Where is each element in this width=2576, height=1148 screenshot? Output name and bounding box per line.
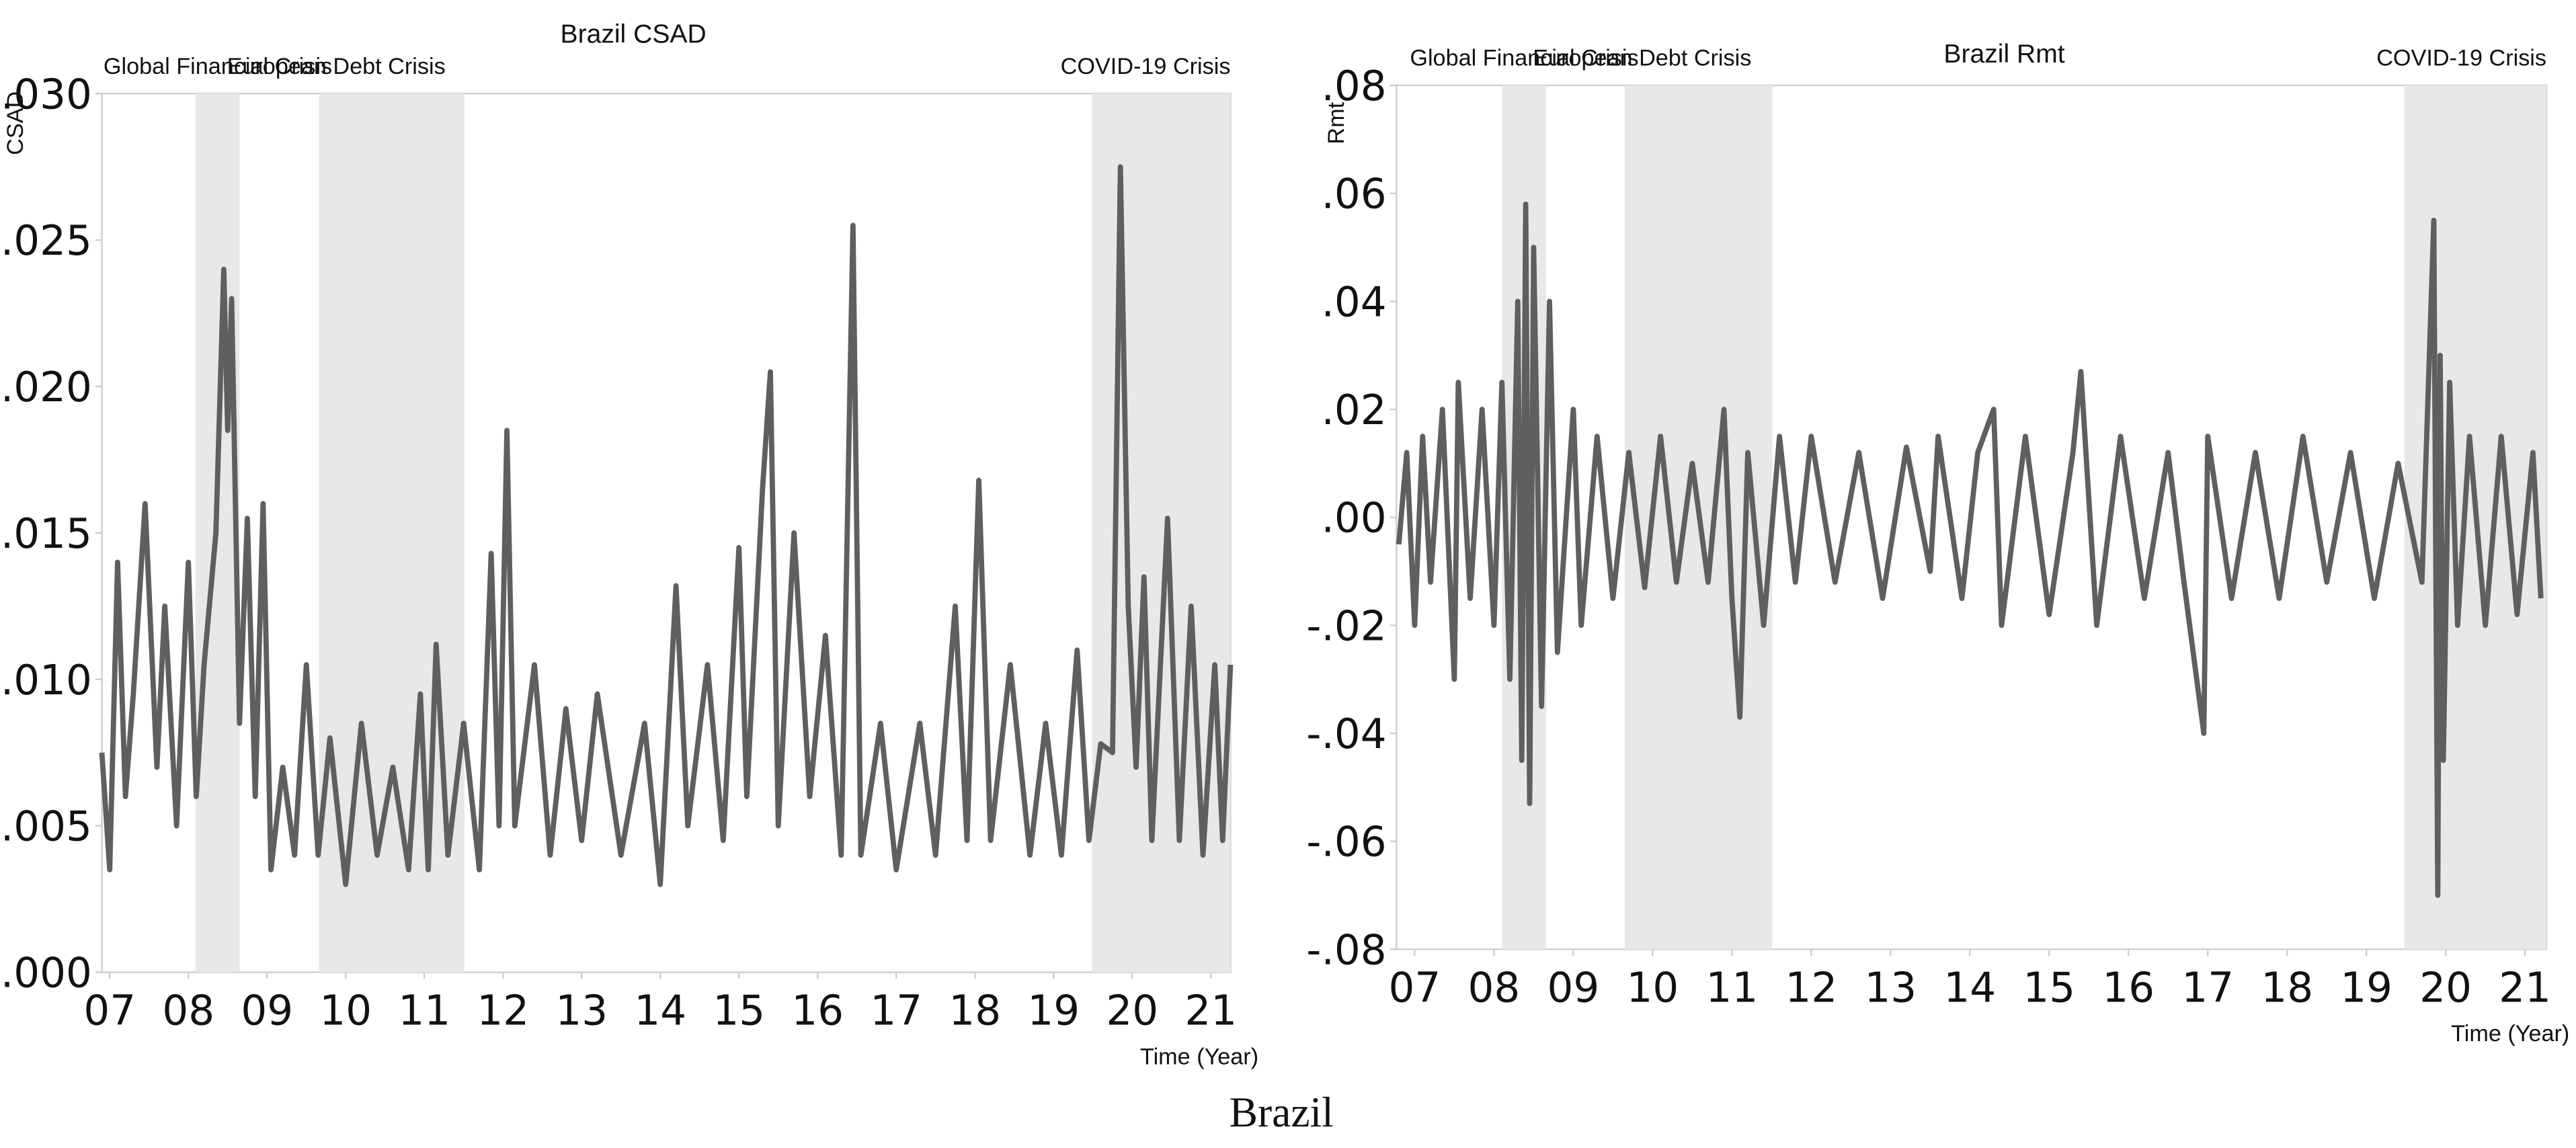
x-tick-label: 10 <box>319 987 372 1035</box>
crisis-shade <box>1092 93 1231 973</box>
x-tick-label: 15 <box>2023 965 2075 1012</box>
x-tick-label: 11 <box>398 987 450 1035</box>
x-tick-label: 11 <box>1705 965 1758 1012</box>
y-tick-label: .04 <box>1321 278 1386 326</box>
x-tick-label: 08 <box>1468 965 1521 1012</box>
crisis-label: Global Financial Crisis <box>1410 46 1638 71</box>
y-tick-label: -.04 <box>1306 710 1386 758</box>
x-tick-label: 15 <box>713 987 765 1035</box>
x-tick-label: 14 <box>1943 965 1996 1012</box>
y-tick-label: .000 <box>1 950 92 997</box>
x-tick-label: 21 <box>2499 965 2551 1012</box>
x-tick-label: 19 <box>1027 987 1080 1035</box>
y-tick-label: .06 <box>1321 171 1386 218</box>
y-axis-label: CSAD <box>3 91 28 155</box>
y-axis-label: Rmt <box>1324 101 1349 144</box>
x-tick-label: 19 <box>2340 965 2392 1012</box>
x-tick-label: 10 <box>1627 965 1679 1012</box>
y-tick-label: .005 <box>1 803 92 851</box>
chart-title: Brazil Rmt <box>1943 40 2064 69</box>
x-tick-label: 20 <box>1106 987 1158 1035</box>
x-tick-label: 09 <box>241 987 293 1035</box>
y-tick-label: .020 <box>1 364 92 411</box>
x-tick-label: 12 <box>1785 965 1837 1012</box>
crisis-label: COVID-19 Crisis <box>2376 46 2546 71</box>
x-tick-label: 13 <box>1864 965 1917 1012</box>
x-tick-label: 14 <box>634 987 686 1035</box>
x-axis-label: Time (Year) <box>1140 1044 1258 1069</box>
caption: Brazil <box>1230 1088 1334 1136</box>
x-tick-label: 07 <box>83 987 136 1035</box>
y-tick-label: -.08 <box>1306 926 1386 974</box>
x-axis-label: Time (Year) <box>2451 1021 2569 1047</box>
y-tick-label: .00 <box>1321 495 1386 542</box>
crisis-shade <box>319 93 465 973</box>
x-tick-label: 12 <box>477 987 529 1035</box>
crisis-label: Global Financial Crisis <box>104 54 332 79</box>
x-tick-label: 08 <box>162 987 214 1035</box>
x-tick-label: 20 <box>2419 965 2472 1012</box>
crisis-label: European Debt Crisis <box>227 54 446 79</box>
x-tick-label: 07 <box>1389 965 1441 1012</box>
x-tick-label: 13 <box>555 987 608 1035</box>
y-tick-label: .030 <box>1 71 92 118</box>
y-tick-label: .02 <box>1321 386 1386 434</box>
y-tick-label: .025 <box>1 217 92 265</box>
x-tick-label: 18 <box>949 987 1001 1035</box>
x-tick-label: 16 <box>2102 965 2155 1012</box>
y-tick-label: .015 <box>1 510 92 558</box>
crisis-label: COVID-19 Crisis <box>1061 54 1231 79</box>
x-tick-label: 18 <box>2261 965 2313 1012</box>
x-tick-label: 21 <box>1184 987 1237 1035</box>
y-tick-label: .08 <box>1321 63 1386 110</box>
y-tick-label: -.06 <box>1306 819 1386 866</box>
x-tick-label: 09 <box>1547 965 1600 1012</box>
data-line <box>99 164 1234 887</box>
data-line <box>1396 201 2544 898</box>
x-tick-label: 16 <box>791 987 844 1035</box>
chart-title: Brazil CSAD <box>561 20 707 49</box>
crisis-label: European Debt Crisis <box>1533 46 1751 71</box>
y-tick-label: -.02 <box>1306 602 1386 650</box>
x-tick-label: 17 <box>870 987 922 1035</box>
x-tick-label: 17 <box>2181 965 2234 1012</box>
y-tick-label: .010 <box>1 657 92 704</box>
